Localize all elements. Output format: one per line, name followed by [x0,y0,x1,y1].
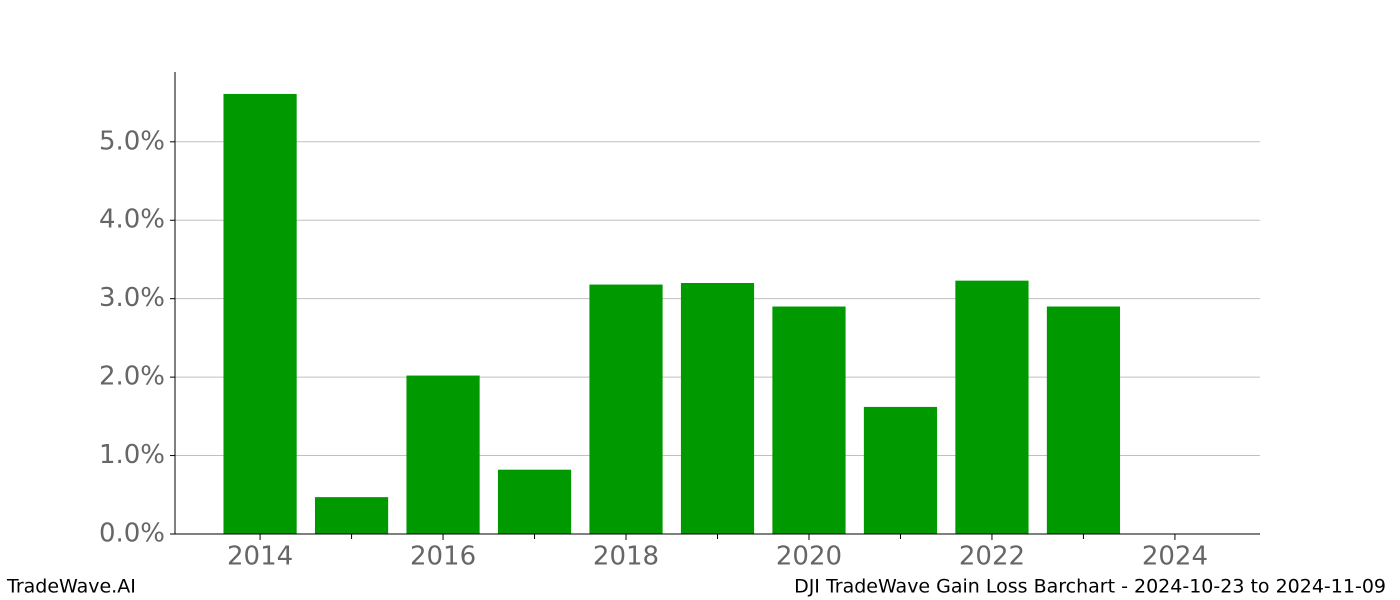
y-tick-label: 0.0% [99,519,165,549]
y-tick-label: 4.0% [99,205,165,235]
bar [589,284,663,534]
footer-left: TradeWave.AI [6,576,136,598]
x-tick-label: 2020 [776,542,842,572]
y-tick-label: 2.0% [99,362,165,392]
bar [1046,306,1121,534]
bar [680,282,755,534]
bar [955,280,1029,534]
x-tick-label: 2016 [410,542,476,572]
x-tick-label: 2022 [959,542,1025,572]
y-tick-label: 1.0% [99,440,165,470]
bar [314,497,389,534]
bar [497,469,572,534]
bar [863,406,938,534]
bar [406,375,480,534]
y-tick-label: 5.0% [99,126,165,156]
footer-right: DJI TradeWave Gain Loss Barchart - 2024-… [794,576,1386,598]
y-tick-label: 3.0% [99,283,165,313]
x-tick-label: 2024 [1142,542,1208,572]
x-tick-label: 2018 [593,542,659,572]
bar [223,93,297,534]
x-tick-label: 2014 [227,542,293,572]
bar [772,306,846,534]
